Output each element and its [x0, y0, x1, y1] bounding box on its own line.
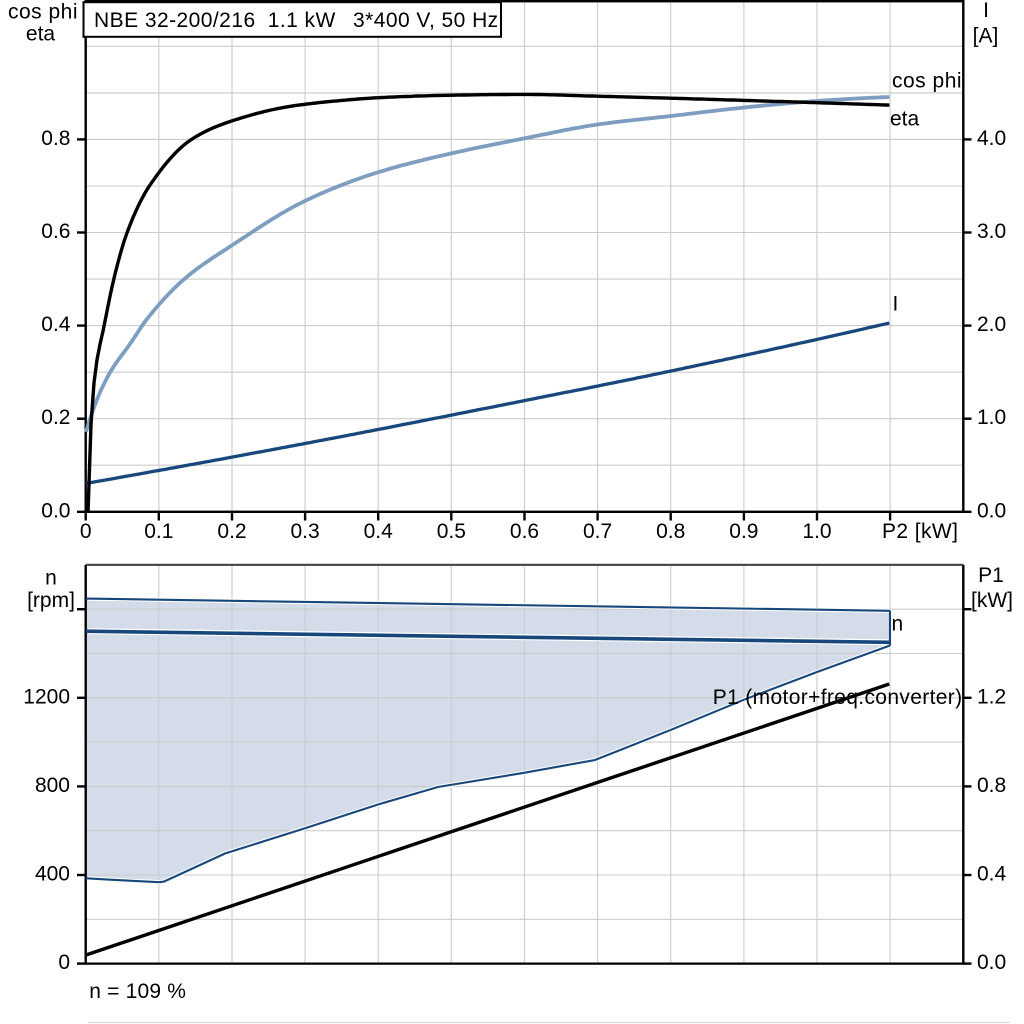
- svg-text:0.0: 0.0: [41, 499, 70, 522]
- svg-text:[rpm]: [rpm]: [27, 589, 75, 612]
- svg-text:P1: P1: [978, 564, 1004, 587]
- svg-text:0.6: 0.6: [41, 220, 70, 243]
- svg-text:0.1: 0.1: [144, 520, 173, 543]
- svg-text:3*400 V, 50 Hz: 3*400 V, 50 Hz: [353, 9, 499, 32]
- svg-text:I: I: [893, 293, 899, 316]
- svg-text:n: n: [45, 567, 57, 590]
- svg-text:[A]: [A]: [973, 25, 999, 48]
- svg-text:0.9: 0.9: [729, 520, 758, 543]
- svg-text:0.6: 0.6: [510, 520, 539, 543]
- svg-text:3.0: 3.0: [977, 220, 1006, 243]
- svg-text:4.0: 4.0: [977, 127, 1006, 150]
- svg-text:1.1 kW: 1.1 kW: [268, 9, 336, 32]
- svg-text:0: 0: [58, 951, 70, 974]
- svg-text:0.7: 0.7: [583, 520, 612, 543]
- svg-text:cos phi: cos phi: [8, 1, 78, 24]
- svg-text:2.0: 2.0: [977, 313, 1006, 336]
- svg-text:n = 109 %: n = 109 %: [89, 980, 186, 1003]
- svg-text:0.8: 0.8: [977, 774, 1006, 797]
- svg-text:400: 400: [35, 863, 70, 886]
- svg-text:1.0: 1.0: [977, 406, 1006, 429]
- svg-text:0: 0: [80, 520, 92, 543]
- svg-text:n: n: [892, 613, 904, 636]
- svg-text:0.5: 0.5: [437, 520, 466, 543]
- svg-text:0.3: 0.3: [290, 520, 319, 543]
- svg-text:eta: eta: [26, 23, 56, 46]
- svg-text:800: 800: [35, 774, 70, 797]
- svg-text:0.4: 0.4: [977, 863, 1007, 886]
- svg-text:1.0: 1.0: [802, 520, 831, 543]
- svg-text:P1 (motor+freq.converter): P1 (motor+freq.converter): [713, 686, 963, 709]
- svg-text:0.2: 0.2: [41, 406, 70, 429]
- svg-text:[kW]: [kW]: [971, 589, 1013, 612]
- svg-text:eta: eta: [890, 108, 920, 131]
- svg-text:0.0: 0.0: [977, 499, 1006, 522]
- svg-text:I: I: [983, 0, 989, 22]
- svg-text:0.0: 0.0: [977, 951, 1006, 974]
- svg-text:0.8: 0.8: [656, 520, 685, 543]
- svg-text:NBE 32-200/216: NBE 32-200/216: [94, 9, 256, 32]
- svg-text:1.2: 1.2: [977, 685, 1006, 708]
- svg-text:0.4: 0.4: [364, 520, 394, 543]
- svg-text:1200: 1200: [23, 685, 70, 708]
- svg-text:P2 [kW]: P2 [kW]: [882, 520, 958, 543]
- svg-text:0.2: 0.2: [217, 520, 246, 543]
- svg-text:0.4: 0.4: [41, 313, 71, 336]
- svg-text:0.8: 0.8: [41, 127, 70, 150]
- svg-text:cos phi: cos phi: [892, 70, 962, 93]
